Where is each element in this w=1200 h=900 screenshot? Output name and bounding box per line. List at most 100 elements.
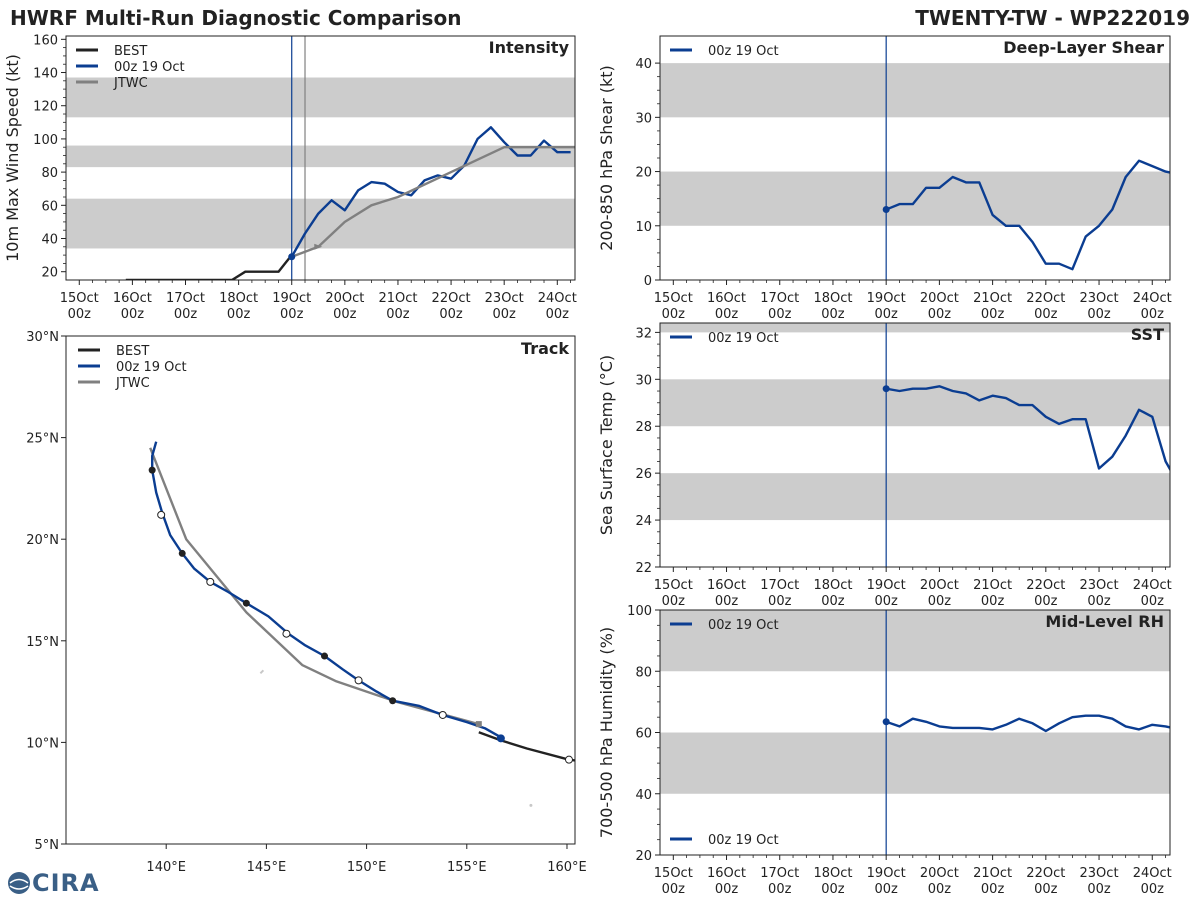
rh-panel-title: Mid-Level RH (1045, 612, 1164, 631)
intensity-panel-title: Intensity (489, 38, 570, 57)
shear-panel-title: Deep-Layer Shear (1003, 38, 1164, 57)
intensity-ytick-label: 120 (33, 100, 58, 115)
intensity-xtick-label-time: 00z (439, 307, 463, 322)
shear-xtick-label-date: 17Oct (760, 291, 799, 306)
rh-xtick-label-date: 17Oct (760, 866, 799, 881)
track-marker-open (354, 676, 363, 685)
rh-ytick-label: 60 (635, 727, 652, 742)
intensity-xtick-label-time: 00z (174, 307, 198, 322)
shear-xtick-label-time: 00z (768, 307, 792, 322)
sst-panel: 22242628303215Oct00z16Oct00z17Oct00z18Oc… (597, 322, 1172, 609)
rh-ytick-label: 100 (627, 604, 652, 619)
sst-ytick-label: 28 (635, 420, 652, 435)
shear-xtick-label-date: 23Oct (1080, 291, 1119, 306)
sst-legend-label-00z-19-oct: 00z 19 Oct (708, 331, 779, 346)
sst-xtick-label-date: 24Oct (1133, 578, 1172, 593)
rh-xtick-label-date: 20Oct (920, 866, 959, 881)
sst-xtick-label-time: 00z (768, 594, 792, 609)
sst-ytick-label: 24 (635, 514, 652, 529)
track-marker-open (157, 510, 166, 519)
shear-ytick-label: 40 (635, 57, 652, 72)
shear-xtick-label-time: 00z (981, 307, 1005, 322)
shear-xtick-label-date: 15Oct (654, 291, 693, 306)
sst-ytick-label: 22 (635, 561, 652, 576)
sst-xtick-label-date: 18Oct (813, 578, 852, 593)
sst-ylabel: Sea Surface Temp (°C) (597, 355, 616, 535)
shear-ylabel: 200-850 hPa Shear (kt) (597, 65, 616, 251)
sst-ytick-label: 30 (635, 373, 652, 388)
shear-ytick-label: 10 (635, 220, 652, 235)
rh-xtick-label-time: 00z (928, 882, 952, 897)
rh-series-00z-19-oct (885, 714, 1170, 733)
figure-title: HWRF Multi-Run Diagnostic Comparison (10, 6, 461, 30)
shear-xtick-label-time: 00z (1034, 307, 1058, 322)
shear-run-start-point (882, 206, 890, 214)
track-panel: 140°E 145°E 150°E 155°E 160°E 5°N 10°N 15°N 20°N… (26, 330, 587, 875)
rh-xtick-label-time: 00z (662, 882, 686, 897)
sst-xtick-label-time: 00z (928, 594, 952, 609)
intensity-ytick-label: 40 (41, 233, 58, 248)
sst-band-0 (660, 473, 1170, 521)
rh-legend-label-00z-19-oct: 00z 19 Oct (708, 618, 779, 633)
track-legend-label-00z-19-oct: 00z 19 Oct (116, 360, 187, 375)
shear-panel: 01020304015Oct00z16Oct00z17Oct00z18Oct00… (597, 35, 1172, 322)
rh-xtick-label-time: 00z (768, 882, 792, 897)
intensity-ytick-label: 60 (41, 199, 58, 214)
shear-ytick-label: 30 (635, 111, 652, 126)
shear-ytick-label: 0 (644, 274, 652, 289)
rh-xtick-label-date: 21Oct (973, 866, 1012, 881)
track-marker-open (564, 755, 573, 764)
shear-xtick-label-date: 18Oct (813, 291, 852, 306)
sst-xtick-label-date: 21Oct (973, 578, 1012, 593)
shear-xtick-label-time: 00z (821, 307, 845, 322)
rh-xtick-label-time: 00z (981, 882, 1005, 897)
intensity-series-jtwc (291, 145, 575, 258)
intensity-ytick-label: 140 (33, 67, 58, 82)
track-marker-filled (178, 549, 186, 557)
track-series-best (478, 731, 575, 762)
rh-panel: 2040608010015Oct00z16Oct00z17Oct00z18Oct… (597, 604, 1172, 897)
sst-xtick-label-time: 00z (874, 594, 898, 609)
intensity-xtick-label-date: 21Oct (378, 291, 417, 306)
shear-legend-label-00z-19-oct: 00z 19 Oct (708, 44, 779, 59)
track-xtick-label: 140°E (146, 860, 186, 875)
sst-xtick-label-time: 00z (1034, 594, 1058, 609)
track-xtick-label: 150°E (347, 860, 387, 875)
intensity-xtick-label-time: 00z (546, 307, 570, 322)
track-xtick-label: 155°E (447, 860, 487, 875)
track-series-jtwc (149, 447, 480, 726)
rh-xtick-label-time: 00z (715, 882, 739, 897)
intensity-jtwc-marker (314, 243, 323, 250)
intensity-xtick-label-date: 16Oct (113, 291, 152, 306)
intensity-legend-label-00z-19-oct: 00z 19 Oct (114, 60, 185, 75)
intensity-ytick-label: 100 (33, 133, 58, 148)
track-marker-filled (148, 466, 156, 474)
rh-xtick-label-time: 00z (1141, 882, 1165, 897)
rh-xtick-label-date: 19Oct (867, 866, 906, 881)
track-ytick-label: 25°N (26, 432, 59, 447)
intensity-ytick-label: 80 (41, 166, 58, 181)
track-ytick-label: 10°N (26, 736, 59, 751)
track-marker-open (206, 577, 215, 586)
intensity-axes-frame (65, 35, 576, 281)
intensity-ytick-label: 20 (41, 266, 58, 281)
intensity-xtick-label-date: 18Oct (219, 291, 258, 306)
sst-xtick-label-time: 00z (662, 594, 686, 609)
intensity-xtick-label-time: 00z (333, 307, 357, 322)
track-legend-label-best: BEST (116, 344, 149, 359)
intensity-xtick-label-time: 00z (492, 307, 516, 322)
storm-id-title: TWENTY-TW - WP222019 (915, 6, 1190, 30)
rh-ytick-label: 80 (635, 665, 652, 680)
track-jtwc-start-marker (475, 721, 482, 728)
cira-logo: CIRA (6, 868, 100, 898)
intensity-xtick-label-time: 00z (121, 307, 145, 322)
rh-xtick-label-time: 00z (821, 882, 845, 897)
shear-xtick-label-date: 21Oct (973, 291, 1012, 306)
sst-series-00z-19-oct (885, 385, 1170, 472)
shear-xtick-label-time: 00z (1141, 307, 1165, 322)
shear-xtick-label-date: 24Oct (1133, 291, 1172, 306)
intensity-band-2 (66, 77, 575, 118)
shear-xtick-label-time: 00z (662, 307, 686, 322)
shear-band-1 (660, 63, 1170, 118)
